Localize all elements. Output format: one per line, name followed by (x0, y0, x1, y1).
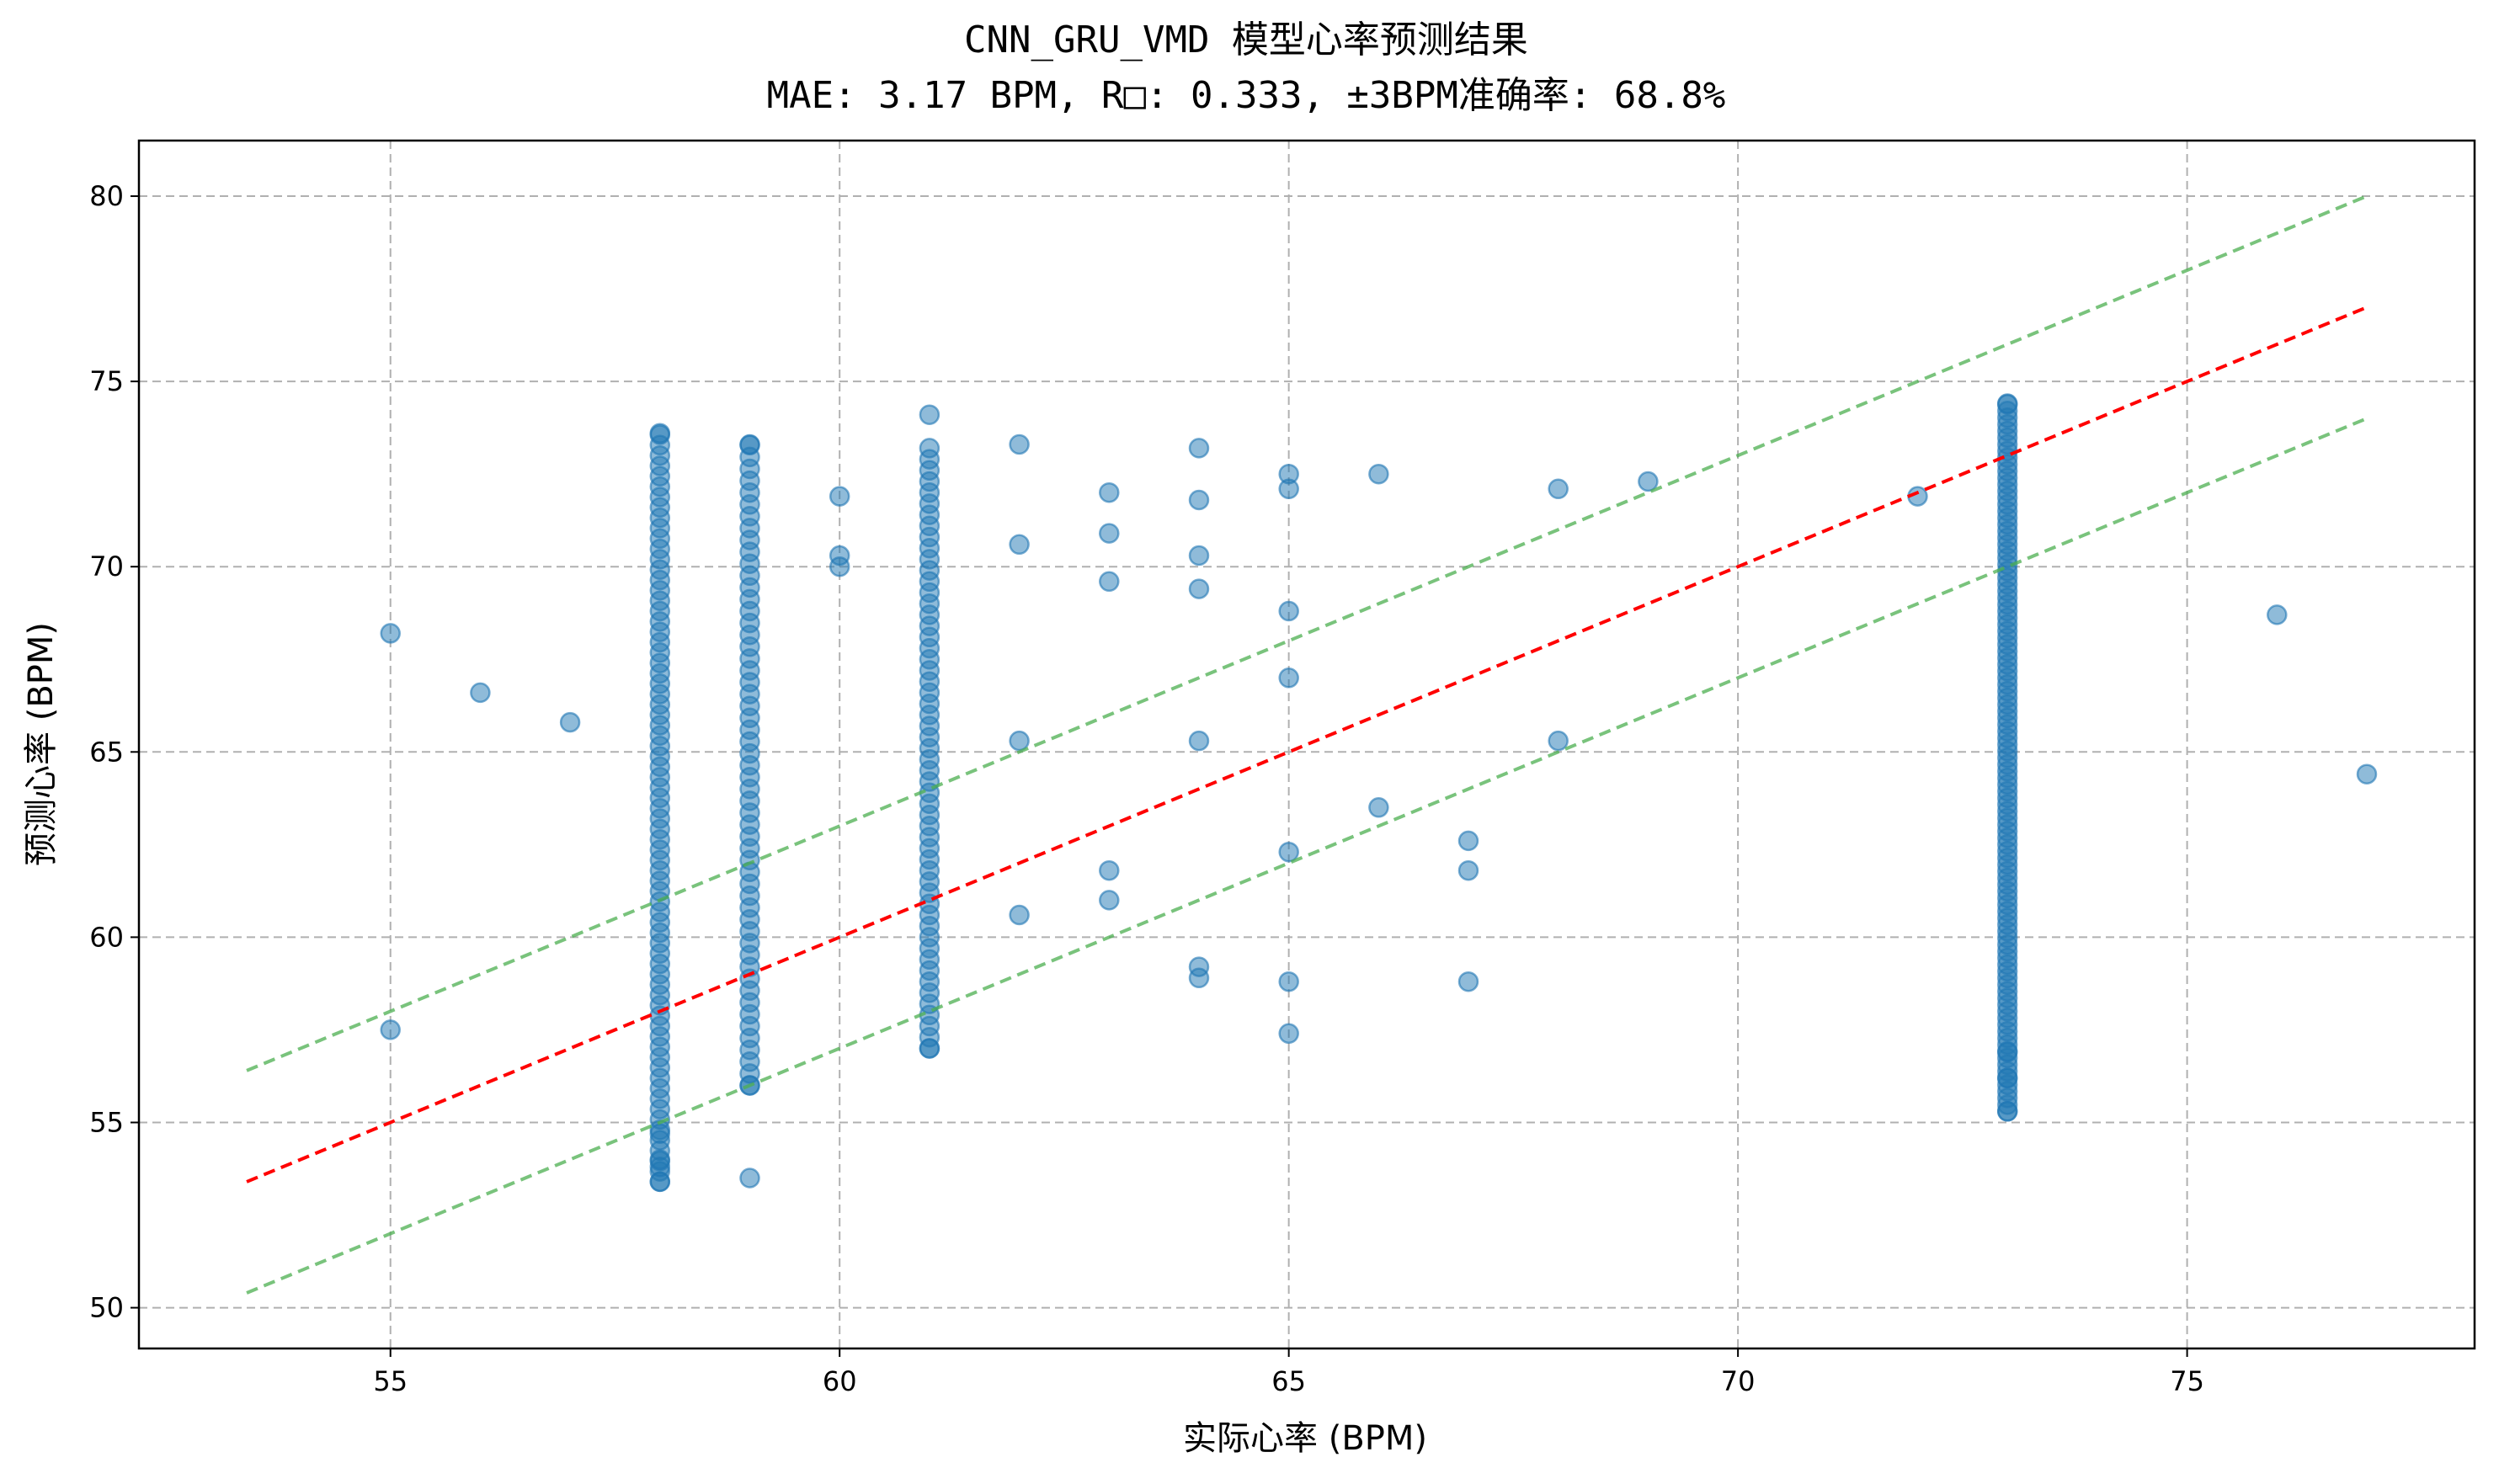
data-point (1188, 578, 1210, 599)
data-point (1457, 830, 1479, 852)
data-point (1099, 481, 1120, 503)
data-point (1009, 433, 1030, 455)
data-point (1188, 730, 1210, 752)
x-tick-label: 60 (823, 1365, 857, 1397)
data-point (1099, 523, 1120, 544)
data-point (1099, 571, 1120, 593)
data-point (1278, 841, 1299, 863)
y-tick-label: 65 (89, 736, 124, 768)
data-point (1368, 463, 1389, 485)
plot-frame (137, 139, 2476, 1350)
data-point (1457, 971, 1479, 992)
reference-lines (246, 194, 2368, 1295)
data-point (829, 556, 850, 577)
data-point (1188, 489, 1210, 511)
x-axis-label: 实际心率 (BPM) (1183, 1419, 1427, 1458)
y-tick-label: 55 (89, 1106, 124, 1138)
chart-subtitle: MAE: 3.17 BPM, R□: 0.333, ±3BPM准确率: 68.8… (767, 74, 1726, 117)
y-tick-label: 80 (89, 180, 124, 212)
data-point (649, 423, 671, 444)
data-point (2267, 604, 2288, 625)
data-point (1996, 1041, 2018, 1063)
data-point (1548, 730, 1569, 752)
data-point (1996, 1101, 2018, 1122)
y-axis-label: 预测心率 (BPM) (22, 622, 61, 866)
x-tick-label: 70 (1721, 1365, 1756, 1397)
data-point (1278, 668, 1299, 689)
data-point (739, 433, 760, 455)
data-point (1548, 478, 1569, 500)
y-tick-label: 70 (89, 551, 124, 582)
data-point (1278, 971, 1299, 992)
x-axis-ticks: 55 60 65 70 75 (373, 1348, 2204, 1397)
data-point (2356, 763, 2378, 785)
data-point (649, 1123, 671, 1144)
data-point (739, 1168, 760, 1189)
data-point (1099, 890, 1120, 911)
data-point (1278, 478, 1299, 500)
data-point (649, 1149, 671, 1170)
data-point (1009, 534, 1030, 556)
data-point (1996, 393, 2018, 414)
data-point (1188, 967, 1210, 989)
data-point (919, 438, 940, 459)
data-point (1009, 730, 1030, 752)
data-point (1188, 438, 1210, 459)
data-point (559, 711, 581, 733)
ideal-line (246, 306, 2368, 1183)
chart-title: CNN_GRU_VMD 模型心率预测结果 (964, 19, 1528, 61)
data-point (1638, 471, 1659, 492)
grid-lines (139, 141, 2475, 1348)
x-tick-label: 55 (373, 1365, 408, 1397)
lower-band-line (246, 417, 2368, 1295)
data-point (1996, 1067, 2018, 1088)
data-point (1009, 904, 1030, 926)
data-point (470, 682, 491, 704)
y-tick-label: 50 (89, 1292, 124, 1324)
data-point (380, 623, 401, 644)
data-point (1099, 859, 1120, 881)
data-point (1368, 797, 1389, 818)
data-point (1278, 1023, 1299, 1045)
data-points (380, 393, 2378, 1193)
x-tick-label: 75 (2170, 1365, 2204, 1397)
data-point (1188, 545, 1210, 566)
y-tick-label: 75 (89, 365, 124, 397)
data-point (919, 404, 940, 425)
data-point (829, 486, 850, 507)
data-point (1457, 859, 1479, 881)
y-axis-ticks: 50 55 60 65 70 75 80 (89, 180, 139, 1324)
x-tick-label: 65 (1271, 1365, 1306, 1397)
data-point (380, 1019, 401, 1040)
data-point (919, 1038, 940, 1059)
data-point (1278, 600, 1299, 622)
y-tick-label: 60 (89, 921, 124, 953)
upper-band-line (246, 194, 2368, 1072)
